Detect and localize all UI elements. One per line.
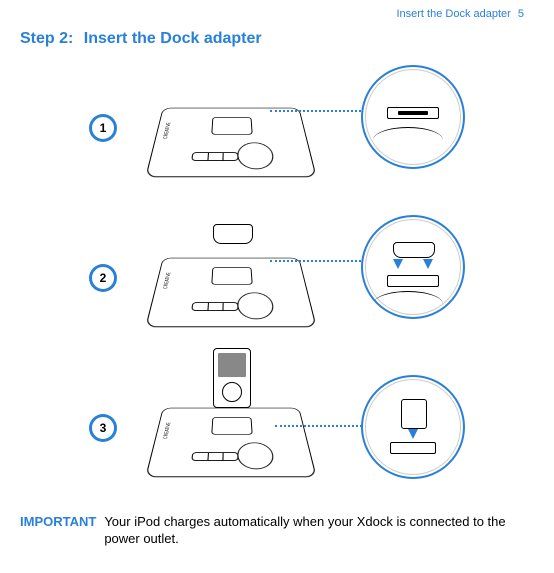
detail-circle-1 <box>361 65 465 169</box>
device-brand-label: CREATIVE <box>163 122 172 139</box>
arrow-down-icon <box>423 259 433 269</box>
step-row-2: 2 CREATIVE <box>100 215 500 360</box>
header-section-title: Insert the Dock adapter <box>396 8 510 20</box>
callout-line-3 <box>275 425 370 427</box>
important-note: IMPORTANT Your iPod charges automaticall… <box>20 514 524 548</box>
step-number-3: 3 <box>90 415 116 441</box>
arrow-down-icon <box>393 259 403 269</box>
step-title: Insert the Dock adapter <box>84 30 262 47</box>
callout-line-2 <box>270 260 365 262</box>
ipod-icon <box>213 348 251 408</box>
step-heading: Step 2: Insert the Dock adapter <box>20 30 262 48</box>
step-label: Step 2: <box>20 30 73 47</box>
step-number-1: 1 <box>90 115 116 141</box>
step-number-2: 2 <box>90 265 116 291</box>
device-illustration-3: CREATIVE <box>155 390 307 487</box>
important-label: IMPORTANT <box>20 514 96 529</box>
detail-circle-3 <box>361 375 465 479</box>
device-brand-label: CREATIVE <box>163 272 172 289</box>
page-header: Insert the Dock adapter 5 <box>396 8 524 20</box>
device-illustration-1: CREATIVE <box>155 90 307 187</box>
step-row-1: 1 CREATIVE <box>100 65 500 210</box>
callout-line-1 <box>270 110 365 112</box>
detail-circle-2 <box>361 215 465 319</box>
diagram-area: 1 CREATIVE 2 CREATIVE <box>100 65 500 515</box>
arrow-down-icon <box>408 429 418 439</box>
important-text: Your iPod charges automatically when you… <box>104 514 524 548</box>
device-brand-label: CREATIVE <box>163 422 172 439</box>
header-page-number: 5 <box>518 8 524 20</box>
device-illustration-2: CREATIVE <box>155 240 307 337</box>
step-row-3: 3 CREATIVE <box>100 365 500 510</box>
